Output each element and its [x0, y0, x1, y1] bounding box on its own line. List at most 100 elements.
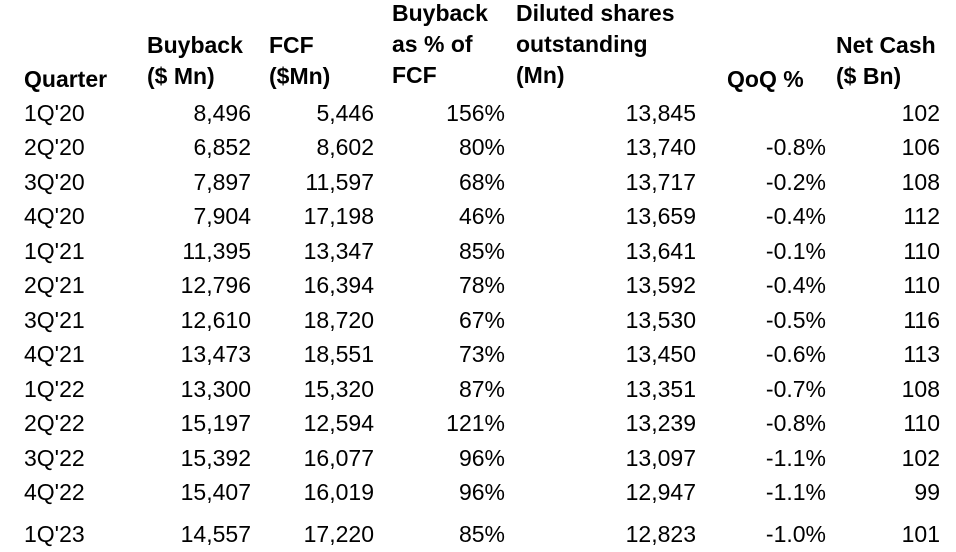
cell-fcf: 8,602: [316, 134, 374, 160]
cell-net-cash: 110: [903, 272, 940, 298]
cell-quarter: 1Q'21: [24, 238, 85, 264]
header-shares-line2: outstanding: [516, 31, 648, 57]
header-buyback-pct: Buyback as % of FCF: [392, 0, 488, 91]
cell-qoq: -0.1%: [765, 238, 826, 264]
cell-net-cash: 102: [901, 445, 940, 471]
cell-net-cash: 108: [901, 169, 940, 195]
cell-quarter: 4Q'22: [24, 479, 85, 505]
cell-quarter: 1Q'22: [24, 376, 85, 402]
cell-fcf: 18,720: [303, 307, 374, 333]
header-fcf-line1: FCF: [269, 32, 314, 58]
cell-buyback: 14,557: [180, 521, 251, 547]
cell-fcf: 15,320: [303, 376, 374, 402]
cell-qoq: -0.4%: [765, 203, 826, 229]
cell-shares: 13,641: [625, 238, 696, 264]
cell-buyback-pct: 87%: [458, 376, 505, 402]
cell-qoq: -0.2%: [765, 169, 826, 195]
cell-fcf: 17,198: [303, 203, 374, 229]
cell-qoq: -0.5%: [765, 307, 826, 333]
cell-net-cash: 99: [914, 479, 940, 505]
cell-net-cash: 112: [903, 203, 940, 229]
cell-buyback-pct: 67%: [458, 307, 505, 333]
header-buyback: Buyback ($ Mn): [147, 30, 243, 92]
cell-qoq: -0.7%: [765, 376, 826, 402]
cell-fcf: 11,597: [305, 169, 374, 195]
header-buyback-pct-line3: FCF: [392, 62, 437, 88]
cell-quarter: 2Q'22: [24, 410, 85, 436]
cell-buyback: 15,407: [180, 479, 251, 505]
cell-buyback: 15,197: [180, 410, 251, 436]
header-quarter: Quarter: [24, 64, 107, 95]
header-fcf-line2: ($Mn): [269, 63, 331, 89]
cell-net-cash: 102: [901, 100, 940, 126]
cell-shares: 13,740: [625, 134, 696, 160]
cell-net-cash: 106: [901, 134, 940, 160]
cell-quarter: 3Q'21: [24, 307, 85, 333]
cell-fcf: 13,347: [303, 238, 374, 264]
cell-buyback: 7,897: [193, 169, 251, 195]
cell-quarter: 1Q'23: [24, 521, 85, 547]
cell-buyback-pct: 156%: [446, 100, 505, 126]
cell-buyback-pct: 80%: [458, 134, 505, 160]
cell-qoq: -0.6%: [765, 341, 826, 367]
cell-buyback: 13,300: [180, 376, 251, 402]
cell-buyback-pct: 85%: [458, 238, 505, 264]
cell-buyback: 6,852: [193, 134, 251, 160]
cell-buyback: 12,796: [180, 272, 251, 298]
header-buyback-pct-line1: Buyback: [392, 0, 488, 26]
cell-qoq: -1.1%: [765, 479, 826, 505]
header-shares-line3: (Mn): [516, 62, 565, 88]
cell-buyback: 15,392: [180, 445, 251, 471]
header-fcf: FCF ($Mn): [269, 30, 330, 92]
cell-fcf: 16,394: [303, 272, 374, 298]
cell-net-cash: 108: [901, 376, 940, 402]
cell-qoq: -0.4%: [765, 272, 826, 298]
cell-net-cash: 110: [903, 238, 940, 264]
header-shares: Diluted shares outstanding (Mn): [516, 0, 675, 91]
cell-buyback-pct: 73%: [458, 341, 505, 367]
cell-shares: 13,530: [625, 307, 696, 333]
cell-shares: 13,717: [625, 169, 696, 195]
cell-buyback-pct: 78%: [458, 272, 505, 298]
cell-fcf: 5,446: [316, 100, 374, 126]
header-buyback-line2: ($ Mn): [147, 63, 215, 89]
cell-fcf: 16,077: [303, 445, 374, 471]
cell-qoq: -1.1%: [765, 445, 826, 471]
cell-buyback-pct: 96%: [458, 479, 505, 505]
cell-shares: 12,823: [625, 521, 696, 547]
cell-qoq: -1.0%: [765, 521, 826, 547]
header-net-cash-line2: ($ Bn): [836, 63, 902, 89]
cell-shares: 13,592: [625, 272, 696, 298]
cell-shares: 13,097: [625, 445, 696, 471]
header-quarter-line1: Quarter: [24, 66, 108, 92]
cell-quarter: 4Q'20: [24, 203, 85, 229]
header-shares-line1: Diluted shares: [516, 0, 675, 26]
cell-net-cash: 110: [903, 410, 940, 436]
cell-buyback-pct: 85%: [458, 521, 505, 547]
cell-buyback: 7,904: [193, 203, 251, 229]
cell-fcf: 12,594: [303, 410, 374, 436]
header-qoq: QoQ %: [727, 64, 804, 95]
cell-buyback: 8,496: [193, 100, 251, 126]
cell-buyback-pct: 46%: [458, 203, 505, 229]
cell-net-cash: 101: [901, 521, 940, 547]
cell-shares: 13,659: [625, 203, 696, 229]
cell-fcf: 16,019: [303, 479, 374, 505]
cell-fcf: 17,220: [303, 521, 374, 547]
cell-buyback: 13,473: [180, 341, 251, 367]
cell-shares: 13,351: [625, 376, 696, 402]
cell-quarter: 4Q'21: [24, 341, 85, 367]
cell-net-cash: 113: [903, 341, 940, 367]
cell-shares: 13,450: [625, 341, 696, 367]
cell-buyback: 12,610: [180, 307, 251, 333]
cell-buyback-pct: 96%: [458, 445, 505, 471]
header-buyback-pct-line2: as % of: [392, 31, 473, 57]
header-net-cash-line1: Net Cash: [836, 32, 936, 58]
cell-shares: 13,845: [625, 100, 696, 126]
cell-quarter: 3Q'22: [24, 445, 85, 471]
cell-quarter: 2Q'20: [24, 134, 85, 160]
header-net-cash: Net Cash ($ Bn): [836, 30, 936, 92]
cell-qoq: -0.8%: [765, 134, 826, 160]
cell-buyback-pct: 68%: [458, 169, 505, 195]
cell-qoq: -0.8%: [765, 410, 826, 436]
